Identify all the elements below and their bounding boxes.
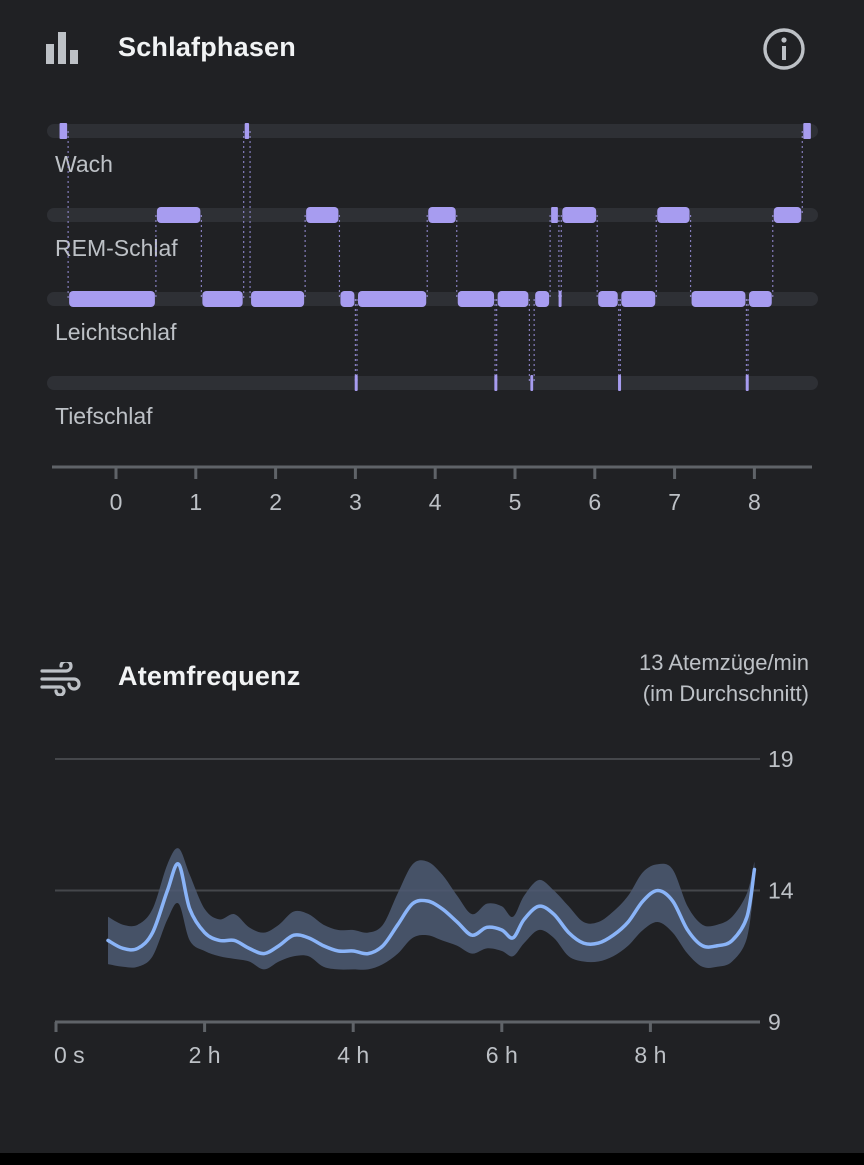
x-tick-label: 2 <box>269 489 282 515</box>
sleep-segment-leichtschlaf <box>621 291 656 307</box>
x-tick-label: 8 <box>748 489 761 515</box>
sleep-segment-rem-schlaf <box>773 207 802 223</box>
system-navigation-bar <box>0 1153 864 1165</box>
stage-label: Tiefschlaf <box>55 403 153 429</box>
sleep-segment-leichtschlaf <box>535 291 550 307</box>
sleep-segment-rem-schlaf <box>562 207 597 223</box>
sleep-segment-wach <box>59 123 68 139</box>
x-tick-label: 6 h <box>486 1042 518 1068</box>
variability-band <box>108 848 755 970</box>
sleep-stages-title: Schlafphasen <box>118 32 296 62</box>
sleep-segment-leichtschlaf <box>202 291 243 307</box>
stage-track <box>47 376 818 390</box>
sleep-segment-wach <box>803 123 811 139</box>
sleep-segment-tiefschlaf <box>354 375 358 391</box>
sleep-segment-wach <box>244 123 250 139</box>
wind-icon <box>40 659 86 701</box>
sleep-segment-rem-schlaf <box>428 207 456 223</box>
x-tick-label: 2 h <box>189 1042 221 1068</box>
y-tick-label: 9 <box>768 1009 781 1035</box>
x-tick-label: 7 <box>668 489 681 515</box>
y-tick-label: 19 <box>768 746 794 772</box>
sleep-segment-leichtschlaf <box>340 291 355 307</box>
x-tick-label: 4 <box>429 489 442 515</box>
y-tick-label: 14 <box>768 878 794 904</box>
breathing-rate-header: Atemfrequenz 13 Atemzüge/min (im Durchsc… <box>0 640 864 720</box>
breathing-rate-line <box>106 862 757 956</box>
x-tick-label: 6 <box>588 489 601 515</box>
sleep-stages-header: Schlafphasen <box>0 0 864 100</box>
sleep-segment-leichtschlaf <box>251 291 305 307</box>
sleep-segment-tiefschlaf <box>530 375 534 391</box>
x-tick-label: 5 <box>509 489 522 515</box>
sleep-segment-rem-schlaf <box>657 207 690 223</box>
x-tick-label: 3 <box>349 489 362 515</box>
sleep-segment-leichtschlaf <box>457 291 495 307</box>
breathing-rate-chart: 9 14 19 0 s 2 h 4 h 6 h 8 h <box>54 746 794 1068</box>
sleep-segment-leichtschlaf <box>558 291 562 307</box>
sleep-segment-rem-schlaf <box>156 207 201 223</box>
x-tick-label: 4 h <box>337 1042 369 1068</box>
breathing-average-note: (im Durchschnitt) <box>642 681 809 706</box>
breathing-average: 13 Atemzüge/min (im Durchschnitt) <box>639 647 809 709</box>
x-tick-label: 1 <box>189 489 202 515</box>
sleep-segment-tiefschlaf <box>618 375 622 391</box>
sleep-segment-tiefschlaf <box>494 375 498 391</box>
stage-label: Leichtschlaf <box>55 319 177 345</box>
stage-label: REM-Schlaf <box>55 235 178 261</box>
sleep-segment-leichtschlaf <box>357 291 427 307</box>
sleep-segment-leichtschlaf <box>69 291 155 307</box>
bar-chart-icon <box>44 30 80 71</box>
x-tick-label: 0 <box>110 489 123 515</box>
sleep-segment-rem-schlaf <box>306 207 339 223</box>
sleep-stages-chart: Wach REM-Schlaf Leichtschlaf Tiefschlaf 0 1 2 3… <box>47 123 818 515</box>
sleep-segment-leichtschlaf <box>598 291 618 307</box>
breathing-average-value: 13 Atemzüge/min <box>639 650 809 675</box>
stage-label: Wach <box>55 151 113 177</box>
breathing-rate-title: Atemfrequenz <box>118 661 301 691</box>
x-tick-label: 0 s <box>54 1042 85 1068</box>
x-tick-label: 8 h <box>634 1042 666 1068</box>
sleep-segment-rem-schlaf <box>551 207 558 223</box>
sleep-segment-leichtschlaf <box>497 291 529 307</box>
sleep-segment-leichtschlaf <box>691 291 746 307</box>
sleep-segment-leichtschlaf <box>749 291 772 307</box>
stage-track <box>47 124 818 138</box>
sleep-segment-tiefschlaf <box>745 375 749 391</box>
info-icon[interactable] <box>762 27 806 76</box>
